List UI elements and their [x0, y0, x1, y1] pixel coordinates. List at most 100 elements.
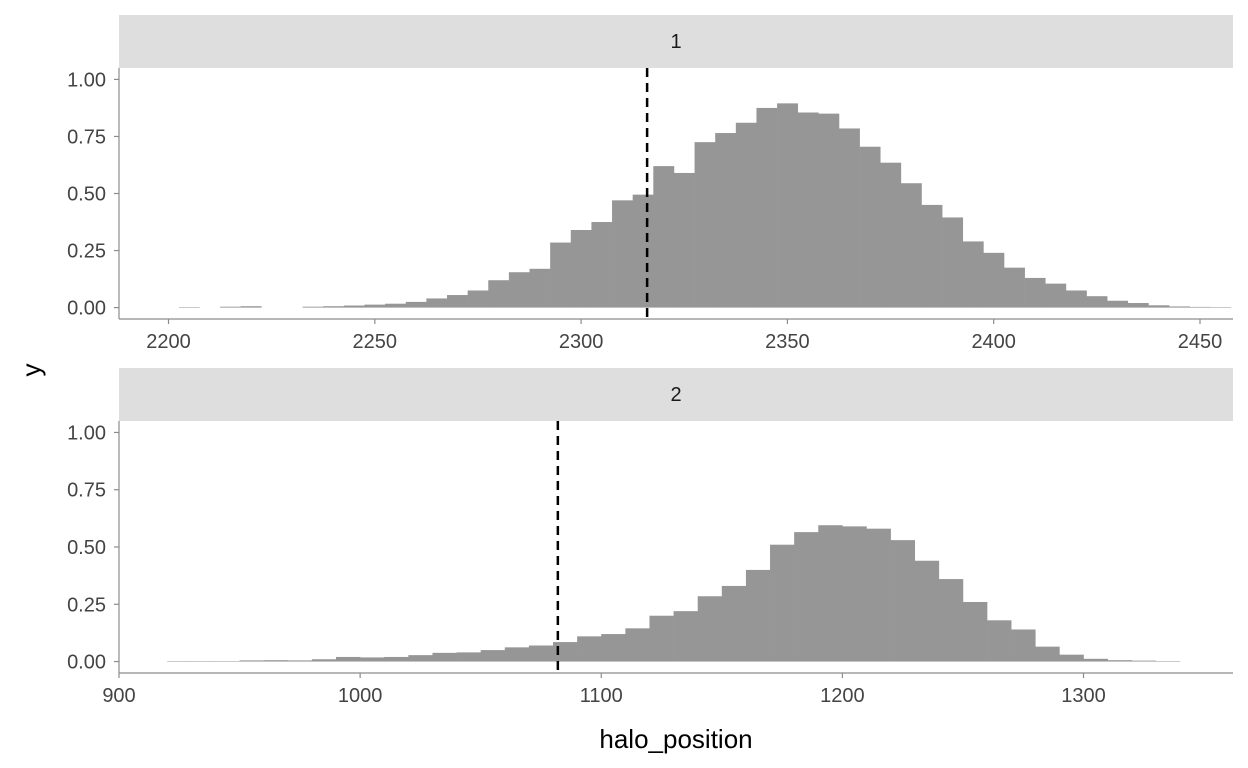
histogram-bar [467, 290, 489, 308]
histogram-bar [191, 661, 216, 662]
histogram-bar [287, 660, 313, 662]
histogram-bar [770, 544, 795, 662]
histogram-bar [240, 306, 262, 308]
histogram-bar [1107, 660, 1133, 662]
histogram-bar [343, 305, 365, 308]
y-axis-title: y [16, 364, 46, 377]
histogram-bar [1131, 660, 1157, 662]
x-tick-label: 2300 [559, 331, 604, 353]
histogram-bar [1169, 306, 1190, 308]
histogram-bar [942, 217, 964, 308]
histogram-bar [838, 128, 860, 308]
facet-panel-1: 1 0.00 0.25 0.50 0.75 1.00 2200 2250 2300 2350 240… [67, 15, 1233, 353]
histogram-bar [220, 306, 242, 308]
histogram-bar [756, 107, 778, 308]
x-tick-label: 2200 [146, 331, 191, 353]
histogram-bar [1127, 303, 1149, 308]
histogram-bar [360, 657, 385, 662]
histogram-bar [797, 112, 819, 308]
histogram-bar [311, 659, 337, 662]
histogram-bar [745, 569, 771, 662]
x-tick-label: 1300 [1061, 685, 1106, 707]
x-tick-label: 2400 [971, 331, 1016, 353]
histogram-bar [1065, 290, 1087, 308]
histogram-bar [866, 528, 891, 662]
histogram-bar [880, 162, 902, 308]
histogram-bar [673, 172, 695, 308]
histogram-bar [983, 252, 1005, 308]
facet-strip-label: 1 [670, 31, 681, 53]
histogram-bar [553, 642, 578, 662]
histogram-bar [890, 540, 916, 662]
histogram-bar [385, 303, 407, 308]
histogram-bar [649, 615, 674, 662]
y-tick-label: 1.00 [67, 69, 106, 91]
histogram-bar [178, 307, 200, 308]
y-tick-label: 0.75 [67, 126, 106, 148]
x-tick-label: 1200 [820, 685, 865, 707]
histogram-bar [488, 280, 510, 308]
histogram-bar [529, 268, 551, 308]
histogram-bar [323, 306, 345, 308]
y-tick-label: 0.25 [67, 594, 106, 616]
x-tick-label: 2250 [353, 331, 398, 353]
facet-strip-label: 2 [670, 384, 681, 406]
histogram-bar [694, 142, 716, 308]
histogram-bar [1024, 277, 1046, 308]
facet-panel-2: 2 0.00 0.25 0.50 0.75 1.00 900 1000 1100 1200 1300 [67, 368, 1233, 707]
x-tick-label: 1100 [580, 685, 623, 707]
histogram-bar [601, 634, 626, 662]
histogram-bar [1059, 654, 1084, 662]
histogram-bar [938, 579, 964, 662]
histogram-bar [1107, 300, 1129, 308]
x-tick-label: 1000 [338, 685, 383, 707]
histogram-bar [456, 652, 481, 662]
histogram-bar [508, 272, 530, 308]
histogram-bar [818, 525, 843, 662]
histogram-bar [1004, 267, 1025, 308]
histogram-bar [818, 113, 840, 308]
histogram-bar [1189, 306, 1211, 308]
histogram-bar [408, 655, 433, 662]
histogram-bar [697, 596, 723, 662]
x-tick-label: 900 [102, 685, 135, 707]
y-tick-label: 0.75 [67, 480, 106, 502]
x-axis-title: halo_position [599, 724, 752, 754]
histogram-bar [921, 204, 943, 308]
histogram-bar [962, 601, 988, 662]
histogram-bar [1045, 283, 1067, 308]
x-tick-label: 2450 [1178, 331, 1223, 353]
histogram-bar [504, 647, 530, 662]
histogram-bar [570, 230, 592, 308]
y-tick-label: 0.00 [67, 652, 106, 674]
histogram-bar [625, 628, 650, 662]
y-tick-label: 0.50 [67, 184, 106, 206]
histogram-bar [591, 222, 613, 308]
histogram-bar [167, 661, 192, 662]
histogram-bar [1086, 296, 1108, 308]
y-tick-label: 1.00 [67, 422, 106, 444]
y-tick-label: 0.50 [67, 537, 106, 559]
histogram-bar [777, 103, 799, 308]
histogram-bar [263, 660, 289, 662]
histogram-bar [900, 183, 922, 308]
histogram-bar [914, 560, 940, 662]
histogram-bar [1148, 305, 1170, 308]
histogram-bar [364, 304, 386, 308]
histogram-bar [715, 133, 737, 308]
histogram-bar [962, 241, 984, 308]
y-tick-label: 0.00 [67, 298, 106, 320]
histogram-bar [528, 645, 554, 662]
histogram-bar [1210, 307, 1232, 308]
histogram-bar [735, 122, 757, 308]
histogram-bar [653, 166, 675, 308]
histogram-bar [1035, 646, 1060, 662]
histogram-bar [632, 194, 654, 308]
facet-strip [119, 368, 1233, 421]
histogram-bar [384, 656, 409, 662]
histogram-bar [447, 295, 468, 308]
histogram-bar [842, 526, 867, 662]
histogram-bar [426, 298, 448, 308]
histogram-bar [673, 611, 699, 662]
